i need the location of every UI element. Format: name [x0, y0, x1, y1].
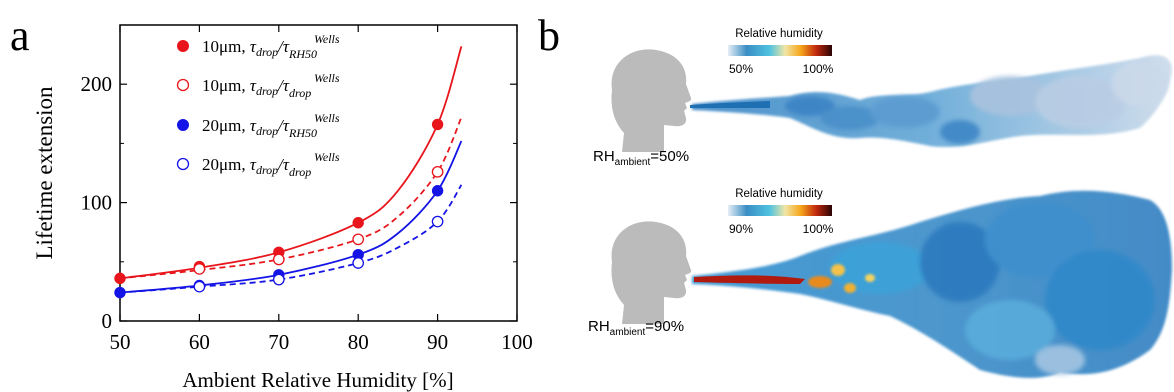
- data-point: [352, 217, 364, 229]
- y-axis-label: Lifetime extension: [32, 86, 57, 260]
- data-points: [114, 118, 444, 299]
- plot-axes: 50 60 70 80 90 100 0 100 200: [81, 24, 533, 354]
- data-point: [431, 118, 444, 131]
- data-point: [193, 263, 206, 275]
- colorbar-bottom-max: 100%: [803, 222, 834, 236]
- data-point: [114, 272, 126, 285]
- x-axis-label: Ambient Relative Humidity [%]: [182, 368, 453, 392]
- colorbar-top-title: Relative humidity: [735, 28, 823, 40]
- x-tick-label: 60: [189, 330, 210, 354]
- legend-marker: [176, 157, 190, 171]
- fit-curve: [119, 46, 463, 280]
- y-tick-label: 0: [102, 309, 113, 333]
- colorbar-top-min: 50%: [729, 62, 753, 76]
- head-silhouette-icon: [611, 221, 692, 324]
- legend-entry: 10μm, τdrop/τdrop: [202, 76, 311, 100]
- y-tick-label: 100: [81, 191, 113, 215]
- plume-top: [692, 55, 1172, 147]
- data-point: [431, 185, 444, 197]
- x-ticks: 50 60 70 80 90 100: [110, 25, 533, 354]
- fit-curve: [119, 184, 463, 294]
- data-point: [352, 233, 365, 246]
- plot-frame: [119, 24, 518, 322]
- head-silhouette-icon: [611, 49, 692, 152]
- legend-superscript: Wells: [314, 71, 340, 85]
- caption-bottom: RHambient=90%: [588, 318, 684, 338]
- colorbar-bottom-min: 90%: [729, 222, 753, 236]
- legend-superscript: Wells: [314, 111, 340, 125]
- x-tick-label: 70: [268, 330, 289, 354]
- legend-marker: [177, 119, 189, 131]
- legend-entry: 20μm, τdrop/τRH50: [202, 116, 317, 140]
- legend-entry: 10μm, τdrop/τRH50: [202, 37, 317, 61]
- top-simulation: Relative humidity 50% 100% RHambient=50%: [593, 28, 1172, 168]
- colorbar-bottom: [728, 205, 832, 216]
- legend-superscript: Wells: [314, 150, 340, 164]
- jet-hot-spots: [808, 264, 875, 293]
- panel-a-label: a: [10, 11, 30, 60]
- data-point: [272, 253, 285, 266]
- x-tick-label: 50: [110, 330, 131, 354]
- legend-marker: [176, 78, 190, 92]
- fit-curve: [119, 116, 463, 280]
- data-point: [431, 165, 444, 178]
- jet-core-bottom: [694, 275, 805, 284]
- data-point: [114, 286, 126, 299]
- colorbar-top-max: 100%: [803, 62, 834, 76]
- panel-b-label: b: [538, 11, 560, 60]
- plume-top-patches: [785, 62, 1168, 144]
- plume-bottom-patches: [830, 202, 1155, 375]
- legend-marker: [177, 40, 189, 52]
- x-tick-label: 100: [501, 330, 533, 354]
- fit-curve: [119, 140, 463, 294]
- colorbar-bottom-title: Relative humidity: [735, 188, 823, 200]
- y-tick-label: 200: [81, 72, 113, 96]
- jet-core-top: [690, 101, 770, 108]
- x-tick-label: 80: [348, 330, 369, 354]
- bottom-simulation: Relative humidity 90% 100% RHambient=90%: [588, 188, 1172, 378]
- x-tick-label: 90: [427, 330, 448, 354]
- caption-top: RHambient=50%: [593, 148, 689, 168]
- colorbar-top: [728, 45, 832, 56]
- data-point: [431, 215, 444, 228]
- legend-entry: 20μm, τdrop/τdrop: [202, 155, 311, 179]
- data-point: [272, 273, 285, 286]
- legend-superscript: Wells: [314, 32, 340, 46]
- y-ticks: 0 100 200: [81, 72, 517, 333]
- data-point: [352, 257, 365, 269]
- data-point: [193, 280, 206, 293]
